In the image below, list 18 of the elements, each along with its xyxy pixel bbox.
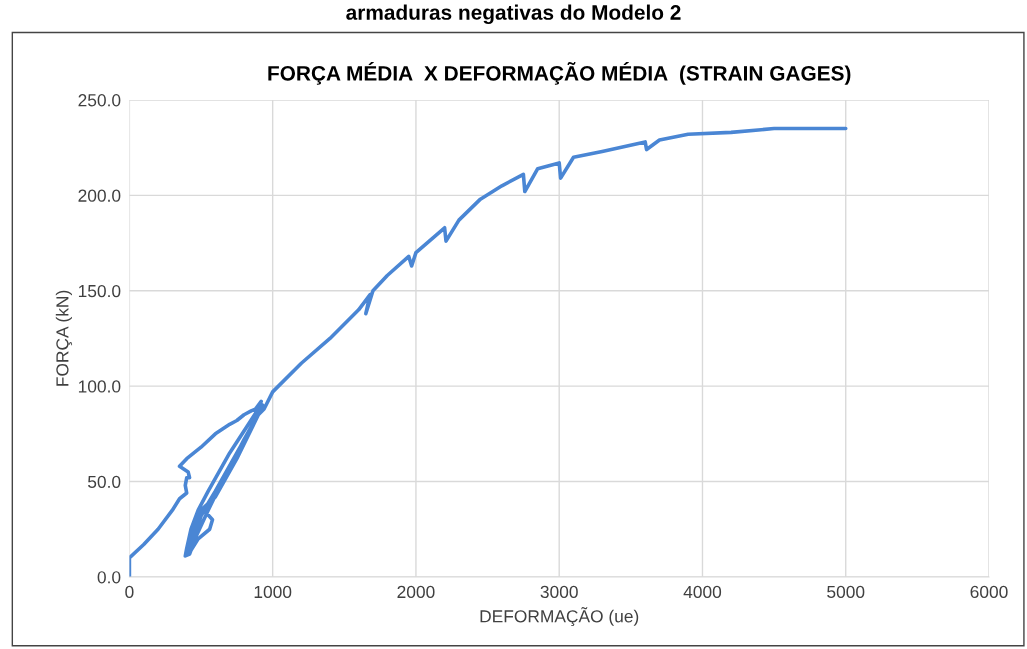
x-tick-label: 2000 [397,585,435,599]
y-tick-label: 50.0 [87,475,121,489]
x-tick-label: 5000 [827,585,865,599]
x-tick-label: 1000 [254,585,292,599]
y-axis-title: FORÇA (kN) [55,290,73,386]
line-series [129,126,848,577]
text: armaduras negativas do Modelo 2 [346,4,681,25]
x-tick-label: 3000 [540,585,578,599]
x-axis-title: DEFORMAÇÃO (ue) [480,607,639,626]
x-tick-label: 4000 [683,585,722,599]
y-tick-label: 250.0 [78,94,121,107]
y-tick-label: 0.0 [97,571,121,584]
x-tick-label: 6000 [970,585,1008,599]
y-tick-label: 100.0 [78,380,121,393]
y-tick-label: 200.0 [78,189,121,202]
x-tick-label: 0 [125,585,134,599]
chart-title: FORÇA MÉDIA X DEFORMAÇÃO MÉDIA (STRAIN GAGES) [268,61,851,85]
y-tick-label: 150.0 [78,284,121,298]
